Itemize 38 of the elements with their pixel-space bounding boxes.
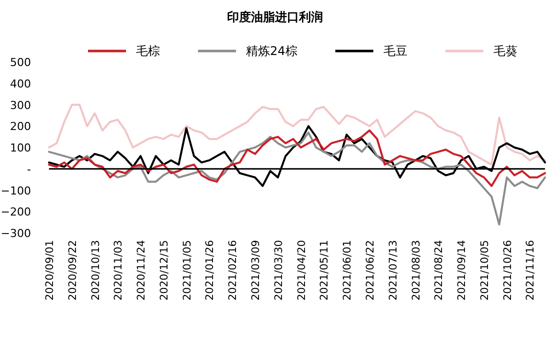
x-tick-label: 2021/06/01 [342, 240, 354, 301]
y-tick-label: −100 [0, 184, 31, 198]
y-tick-label: 500 [10, 56, 31, 69]
y-tick-label: 300 [10, 98, 31, 112]
x-tick-label: 2020/09/01 [44, 240, 56, 301]
legend-label: 精炼24棕 [246, 44, 298, 58]
x-tick-label: 2021/08/03 [410, 240, 422, 301]
x-tick-label: 2021/09/14 [456, 240, 468, 301]
x-tick-label: 2021/08/24 [433, 240, 446, 301]
chart-title: 印度油脂进口利润 [227, 10, 323, 24]
line-series [48, 104, 546, 166]
x-tick-label: 2021/01/05 [181, 240, 194, 301]
x-tick-label: 2021/11/16 [524, 240, 537, 301]
line-series [48, 132, 546, 226]
y-tick-label: 400 [10, 77, 31, 90]
legend-label: 毛棕 [136, 44, 160, 58]
x-tick-label: 2021/05/11 [318, 240, 331, 301]
x-tick-label: 2021/03/30 [272, 240, 285, 301]
x-tick-label: 2020/11/24 [136, 240, 148, 301]
x-tick-label: 2021/10/26 [502, 240, 514, 301]
x-tick-label: 2021/07/13 [387, 240, 400, 301]
legend-label: 毛豆 [383, 44, 408, 58]
y-tick-label: −300 [0, 227, 31, 240]
y-tick-label: 100 [10, 142, 31, 154]
x-tick-label: 2020/12/15 [158, 240, 170, 301]
x-tick-label: 2021/02/16 [227, 240, 240, 301]
x-tick-label: 2020/11/03 [112, 240, 125, 301]
x-tick-label: 2021/03/09 [250, 240, 262, 301]
x-tick-label: 2021/04/20 [296, 240, 308, 301]
x-tick-label: 2020/10/13 [90, 240, 102, 301]
x-tick-label: 2020/09/22 [66, 240, 79, 301]
x-tick-label: 2021/01/26 [204, 240, 216, 301]
legend-label: 毛葵 [493, 44, 518, 58]
y-tick-label: 200 [10, 120, 31, 134]
y-tick-label: - [27, 162, 32, 176]
x-tick-label: 2021/10/05 [478, 240, 491, 301]
x-tick-label: 2021/06/22 [364, 240, 376, 301]
y-tick-label: −200 [0, 206, 31, 219]
